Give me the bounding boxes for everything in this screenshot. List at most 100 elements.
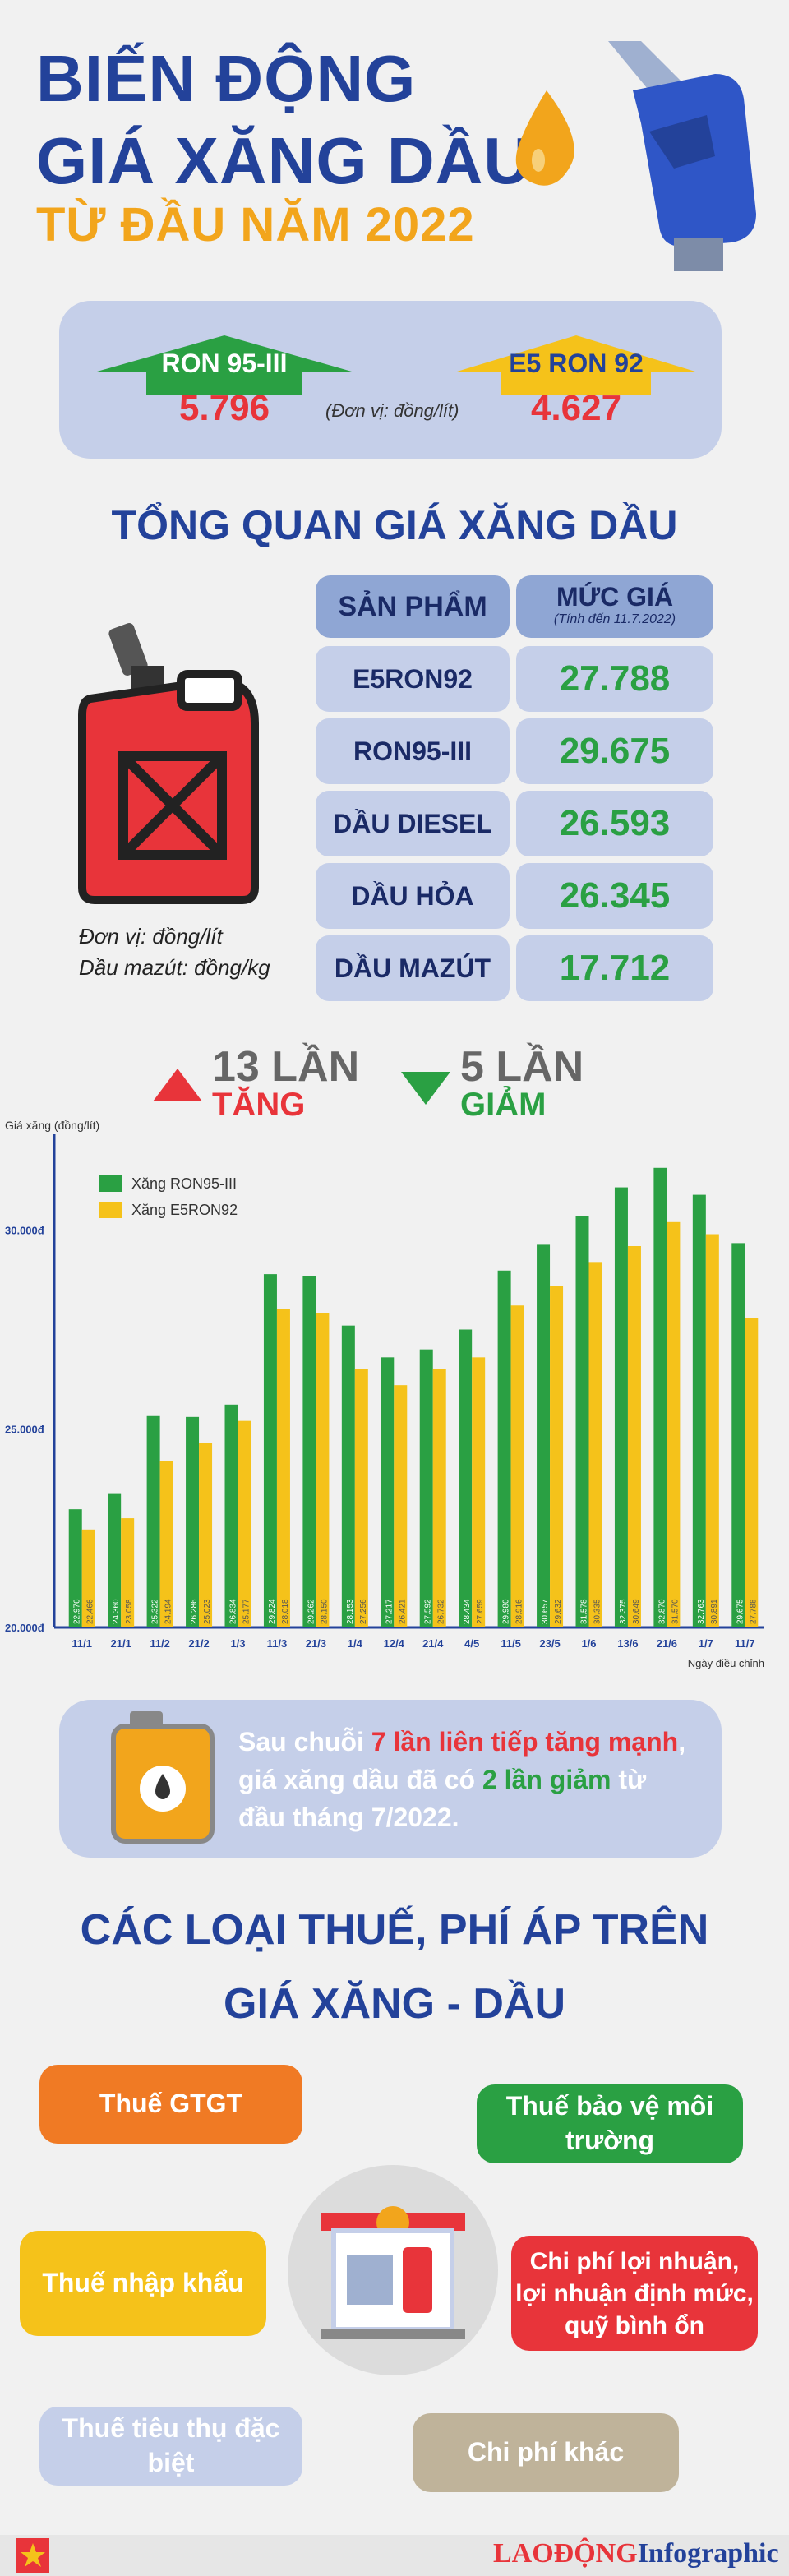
- bar-value-label: 29.632: [554, 1599, 563, 1624]
- bar-value-label: 29.262: [307, 1599, 316, 1624]
- unit-line1: Đơn vị: đồng/lít: [79, 924, 223, 949]
- x-tick-label: 21/1: [111, 1637, 132, 1650]
- price-chart: Giá xăng (đồng/lít) 20.000đ 25.000đ 30.000đ…: [5, 1119, 764, 1669]
- tax-profit: Chi phí lợi nhuận, lợi nhuận định mức, q…: [511, 2236, 758, 2351]
- chart-bar-e5: [316, 1313, 330, 1627]
- bar-value-label: 29.980: [502, 1599, 511, 1624]
- product-price: 26.593: [516, 791, 713, 856]
- x-tick-label: 13/6: [617, 1637, 638, 1650]
- chart-bar-e5: [159, 1461, 173, 1627]
- y-tick-label: 25.000đ: [5, 1423, 44, 1435]
- bar-value-label: 27.217: [385, 1599, 394, 1624]
- x-tick-label: 11/3: [267, 1637, 288, 1650]
- x-tick-label: 1/4: [348, 1637, 363, 1650]
- up-arrow-yellow-icon: [457, 335, 695, 442]
- bar-value-label: 32.763: [697, 1599, 706, 1624]
- ron95-label: RON 95-III: [161, 349, 288, 378]
- chart-bar-ron95: [186, 1416, 200, 1627]
- col-price-label: MỨC GIÁ: [556, 582, 674, 612]
- note-text: Sau chuỗi 7 lần liên tiếp tăng mạnh, giá…: [238, 1723, 699, 1836]
- tax-gtgt: Thuế GTGT: [39, 2065, 302, 2144]
- bar-value-label: 27.788: [749, 1599, 758, 1624]
- tax-excise: Thuế tiêu thụ đặc biệt: [39, 2407, 302, 2486]
- chart-bar-e5: [121, 1518, 135, 1627]
- product-price: 29.675: [516, 718, 713, 784]
- note-part-c: , giá xăng dầu đã có: [238, 1727, 686, 1794]
- y-tick-label: 30.000đ: [5, 1225, 44, 1237]
- bar-value-label: 28.018: [281, 1599, 290, 1624]
- e5-value: 4.627: [530, 388, 622, 428]
- x-tick-label: 11/1: [72, 1637, 92, 1650]
- chart-bar-ron95: [731, 1243, 745, 1627]
- note-part-a: Sau chuỗi: [238, 1727, 371, 1757]
- brand-suffix: Infographic: [637, 2538, 779, 2569]
- unit-line2: Dầu mazút: đồng/kg: [79, 955, 270, 980]
- chart-bar-ron95: [537, 1244, 551, 1627]
- subtitle: TỪ ĐẦU NĂM 2022: [36, 198, 475, 252]
- x-tick-label: 21/4: [422, 1637, 444, 1650]
- chart-bar-e5: [238, 1420, 251, 1627]
- down-label: GIẢM: [460, 1087, 547, 1123]
- bar-value-label: 28.153: [346, 1599, 355, 1624]
- product-price: 26.345: [516, 863, 713, 929]
- gas-station-icon: [288, 2165, 498, 2375]
- x-tick-label: 21/6: [657, 1637, 677, 1650]
- chart-bar-e5: [510, 1305, 524, 1627]
- tax-import: Thuế nhập khẩu: [20, 2231, 266, 2336]
- chart-bar-e5: [394, 1385, 408, 1627]
- bar-value-label: 22.466: [86, 1599, 95, 1624]
- tax-env: Thuế bảo vệ môi trường: [477, 2084, 743, 2163]
- x-tick-label: 21/2: [188, 1637, 209, 1650]
- x-axis-label: Ngày điều chỉnh: [688, 1657, 764, 1669]
- col-product-header: SẢN PHẨM: [316, 575, 510, 638]
- bar-value-label: 27.659: [476, 1599, 485, 1624]
- chart-bar-e5: [550, 1286, 564, 1627]
- legend-swatch: [99, 1175, 122, 1192]
- chart-bar-e5: [354, 1369, 368, 1627]
- up-label: TĂNG: [212, 1087, 306, 1123]
- chart-bar-ron95: [263, 1274, 277, 1627]
- bar-value-label: 25.322: [151, 1599, 160, 1624]
- bar-value-label: 28.150: [320, 1599, 329, 1624]
- bar-value-label: 28.434: [463, 1599, 472, 1624]
- legend-swatch: [99, 1202, 122, 1218]
- bar-value-label: 25.023: [203, 1599, 212, 1624]
- x-tick-label: 21/3: [306, 1637, 326, 1650]
- chart-bar-e5: [667, 1221, 681, 1627]
- x-tick-label: 11/2: [150, 1637, 170, 1650]
- footer-bar: [0, 2535, 789, 2576]
- product-name: RON95-III: [316, 718, 510, 784]
- x-tick-label: 11/5: [501, 1637, 521, 1650]
- product-name: DẦU DIESEL: [316, 791, 510, 856]
- note-part-d: 2 lần giảm: [482, 1765, 611, 1794]
- y-tick-label: 20.000đ: [5, 1622, 44, 1634]
- chart-bar-ron95: [341, 1325, 355, 1627]
- x-tick-label: 4/5: [464, 1637, 479, 1650]
- title-line2: GIÁ XĂNG DẦU: [36, 124, 533, 197]
- product-price: 17.712: [516, 935, 713, 1001]
- bar-value-label: 26.834: [229, 1599, 238, 1624]
- chart-bar-e5: [627, 1246, 641, 1627]
- oil-container-icon: [111, 1711, 215, 1844]
- chart-bar-ron95: [381, 1357, 394, 1627]
- jerry-can-icon: [78, 623, 259, 904]
- product-name: DẦU MAZÚT: [316, 935, 510, 1001]
- footer-brand: LAOĐỘNGInfographic: [493, 2538, 779, 2569]
- y-axis-label: Giá xăng (đồng/lít): [5, 1119, 99, 1132]
- chart-bar-ron95: [459, 1329, 473, 1627]
- bar-value-label: 26.421: [398, 1599, 407, 1624]
- chart-bar-e5: [276, 1309, 290, 1627]
- col-price-note: (Tính đến 11.7.2022): [553, 612, 676, 626]
- chart-bar-e5: [199, 1443, 213, 1627]
- product-name: DẦU HỎA: [316, 863, 510, 929]
- chart-bar-e5: [588, 1262, 602, 1627]
- bar-value-label: 31.578: [580, 1599, 589, 1624]
- x-tick-label: 23/5: [539, 1637, 560, 1650]
- product-price: 27.788: [516, 646, 713, 712]
- legend-label: Xăng E5RON92: [132, 1202, 238, 1218]
- chart-bar-ron95: [692, 1194, 706, 1627]
- chart-bar-e5: [705, 1234, 719, 1627]
- chart-bar-ron95: [302, 1276, 316, 1627]
- fuel-nozzle-icon: [515, 41, 756, 271]
- x-tick-label: 1/6: [581, 1637, 596, 1650]
